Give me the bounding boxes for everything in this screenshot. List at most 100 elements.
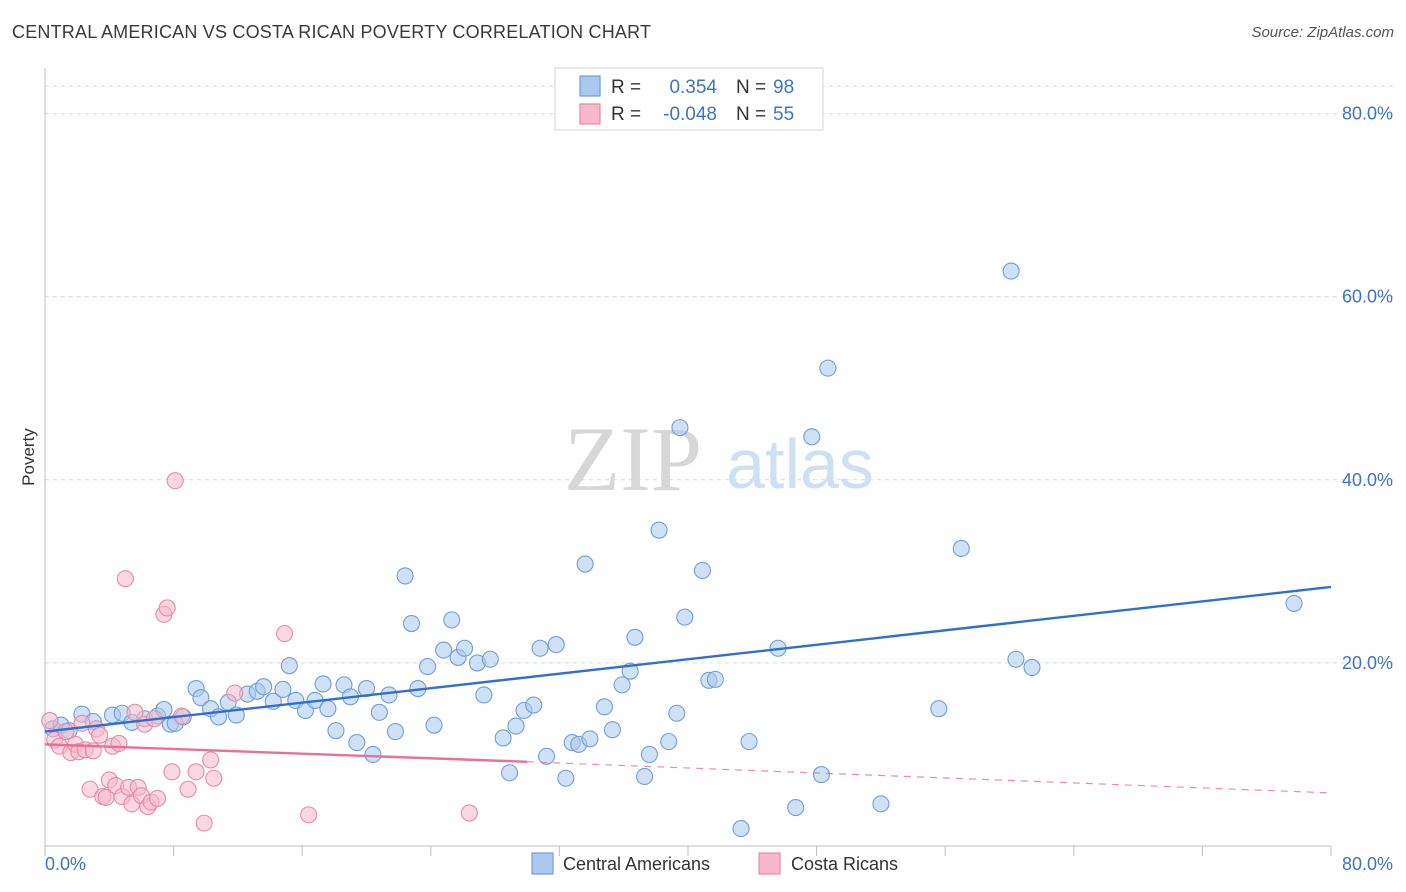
x-ticks xyxy=(44,846,1332,856)
central-american-point xyxy=(280,657,298,675)
central-american-point xyxy=(192,689,210,707)
costa-rican-point xyxy=(41,712,59,730)
central-american-point xyxy=(494,729,512,747)
costa-rican-point xyxy=(275,625,294,643)
central-american-point xyxy=(732,820,750,838)
costa-rican-point xyxy=(187,763,205,781)
central-american-point xyxy=(314,675,332,693)
central-american-point xyxy=(576,555,594,573)
central-american-point xyxy=(364,745,382,764)
central-american-point xyxy=(402,614,421,633)
central-american-point xyxy=(531,639,549,657)
costa-rican-point xyxy=(91,726,109,744)
central-american-point xyxy=(475,686,493,704)
central-american-point xyxy=(740,733,758,751)
legend-n-value-blue: 98 xyxy=(773,77,794,98)
central-american-point xyxy=(640,745,658,764)
central-american-point xyxy=(660,733,678,751)
costa-ricans-trend-line xyxy=(44,743,528,763)
costa-rican-point xyxy=(226,684,244,702)
legend-n-label-pink: N = xyxy=(736,104,766,125)
legend-bottom-swatch-pink xyxy=(758,852,781,875)
central-american-point xyxy=(443,611,461,629)
y-tick-label: 80.0% xyxy=(1342,104,1393,124)
chart-title: CENTRAL AMERICAN VS COSTA RICAN POVERTY … xyxy=(12,22,652,42)
central-american-point xyxy=(812,766,830,784)
central-american-point xyxy=(787,798,805,817)
legend-bottom-swatch-blue xyxy=(531,852,554,875)
costa-rican-point xyxy=(81,780,99,798)
legend-bottom: Central Americans Costa Ricans xyxy=(531,852,898,875)
central-american-point xyxy=(930,700,948,718)
costa-rican-point xyxy=(460,804,478,822)
costa-ricans-points xyxy=(41,472,478,832)
central-american-point xyxy=(803,428,821,446)
central-american-point xyxy=(693,561,712,579)
central-american-point xyxy=(525,696,543,714)
costa-rican-point xyxy=(179,780,197,798)
source-label: Source: ZipAtlas.com xyxy=(1251,24,1394,41)
costa-rican-point xyxy=(110,734,128,753)
central-american-point xyxy=(255,678,273,696)
central-american-point xyxy=(380,686,398,704)
y-axis-label: Poverty xyxy=(19,428,38,486)
legend-r-value-pink: -0.048 xyxy=(663,104,717,125)
watermark-atlas: atlas xyxy=(726,425,874,503)
central-american-point xyxy=(1023,658,1041,677)
central-american-point xyxy=(348,734,366,752)
legend-r-value-blue: 0.354 xyxy=(669,77,717,98)
costa-rican-point xyxy=(300,806,318,824)
central-american-point xyxy=(671,419,689,437)
costa-rican-point xyxy=(163,763,181,781)
central-american-point xyxy=(386,723,404,741)
central-american-point xyxy=(668,704,686,722)
central-americans-points xyxy=(44,262,1303,838)
central-american-point xyxy=(501,764,519,782)
legend-swatch-pink xyxy=(579,103,601,125)
central-american-point xyxy=(319,700,337,718)
costa-rican-point xyxy=(205,769,223,787)
grid-lines xyxy=(45,85,1393,664)
central-american-point xyxy=(952,539,970,558)
costa-rican-point xyxy=(116,570,134,588)
legend-top: R = 0.354 N = 98 R = -0.048 N = 55 xyxy=(554,67,824,131)
central-american-point xyxy=(425,716,443,734)
central-american-point xyxy=(537,747,556,765)
legend-bottom-label-pink: Costa Ricans xyxy=(791,854,898,874)
costa-ricans-trend-extension xyxy=(527,761,1332,794)
y-tick-label: 60.0% xyxy=(1342,287,1393,307)
legend-bottom-label-blue: Central Americans xyxy=(563,854,710,874)
costa-rican-point xyxy=(202,751,220,769)
x-tick-label-min: 0.0% xyxy=(45,854,86,874)
central-american-point xyxy=(676,608,694,626)
central-american-point xyxy=(1007,650,1025,668)
central-american-point xyxy=(819,359,837,377)
central-american-point xyxy=(626,628,644,646)
y-tick-labels: 20.0% 40.0% 60.0% 80.0% xyxy=(1342,104,1393,673)
central-american-point xyxy=(650,521,668,539)
y-tick-label: 20.0% xyxy=(1342,653,1393,673)
y-tick-label: 40.0% xyxy=(1342,470,1393,490)
legend-r-label-pink: R = xyxy=(611,104,641,125)
central-american-point xyxy=(547,636,565,654)
costa-rican-point xyxy=(195,814,213,832)
watermark: ZIP atlas xyxy=(564,408,874,510)
x-tick-label-max: 80.0% xyxy=(1342,854,1393,874)
central-american-point xyxy=(481,650,499,668)
costa-rican-point xyxy=(148,789,167,807)
costa-rican-point xyxy=(166,472,184,490)
central-american-point xyxy=(603,721,621,739)
trend-lines xyxy=(44,585,1332,794)
central-american-point xyxy=(872,795,890,813)
central-american-point xyxy=(435,641,453,659)
central-american-point xyxy=(557,769,575,787)
central-american-point xyxy=(595,698,613,716)
central-american-point xyxy=(456,639,474,657)
central-american-point xyxy=(706,670,724,688)
legend-r-label-blue: R = xyxy=(611,77,641,98)
central-american-point xyxy=(613,676,631,694)
central-americans-trend-line xyxy=(44,585,1332,733)
central-american-point xyxy=(1002,262,1020,280)
central-american-point xyxy=(327,722,345,740)
